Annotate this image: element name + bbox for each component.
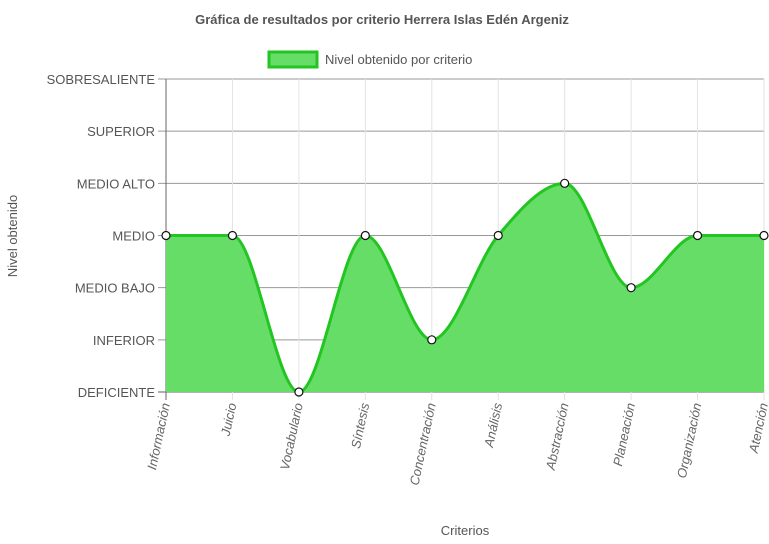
legend-label: Nivel obtenido por criterio [325, 52, 472, 67]
x-tick-label: Análisis [481, 401, 505, 449]
x-tick-label: Información [144, 402, 173, 472]
x-tick-label: Síntesis [348, 401, 372, 450]
data-point-4[interactable] [427, 335, 437, 345]
chart-title: Gráfica de resultados por criterio Herre… [195, 12, 569, 27]
y-tick-label: INFERIOR [93, 333, 155, 348]
series-area [166, 183, 764, 392]
y-axis-label: Nivel obtenido [5, 195, 20, 277]
y-tick-label: MEDIO ALTO [77, 176, 155, 191]
y-tick-label: MEDIO [112, 229, 155, 244]
series-line [166, 181, 764, 394]
x-tick-label: Juicio [218, 402, 240, 439]
data-points [161, 178, 769, 397]
y-tick-label: SUPERIOR [87, 124, 155, 139]
data-point-6[interactable] [560, 178, 570, 188]
legend[interactable]: Nivel obtenido por criterio [267, 50, 472, 69]
data-point-5[interactable] [493, 230, 503, 241]
data-area [166, 181, 764, 394]
x-tick-label: Vocabulario [277, 402, 306, 472]
data-point-8[interactable] [692, 230, 703, 241]
x-tick-label: Atención [746, 402, 769, 456]
data-point-1[interactable] [227, 230, 238, 241]
x-axis-ticks: Información Juicio Vocabulario Síntesis Conc… [144, 401, 769, 487]
x-tick-label: Planeación [610, 402, 638, 468]
x-tick-label: Abstracción [543, 402, 572, 473]
data-point-7[interactable] [626, 283, 636, 293]
legend-swatch [267, 50, 319, 69]
y-axis-ticks: DEFICIENTE INFERIOR MEDIO BAJO MEDIO MEDIO A… [47, 72, 156, 400]
y-tick-label: SOBRESALIENTE [47, 72, 156, 87]
y-tick-label: DEFICIENTE [78, 385, 156, 400]
data-point-3[interactable] [360, 230, 370, 241]
data-point-2[interactable] [294, 387, 304, 397]
data-point-9[interactable] [759, 230, 769, 241]
x-axis-label: Criterios [441, 523, 490, 538]
data-point-0[interactable] [161, 230, 171, 241]
y-tick-label: MEDIO BAJO [75, 281, 155, 296]
x-tick-label: Organización [674, 402, 705, 480]
x-tick-label: Concentración [407, 402, 439, 487]
